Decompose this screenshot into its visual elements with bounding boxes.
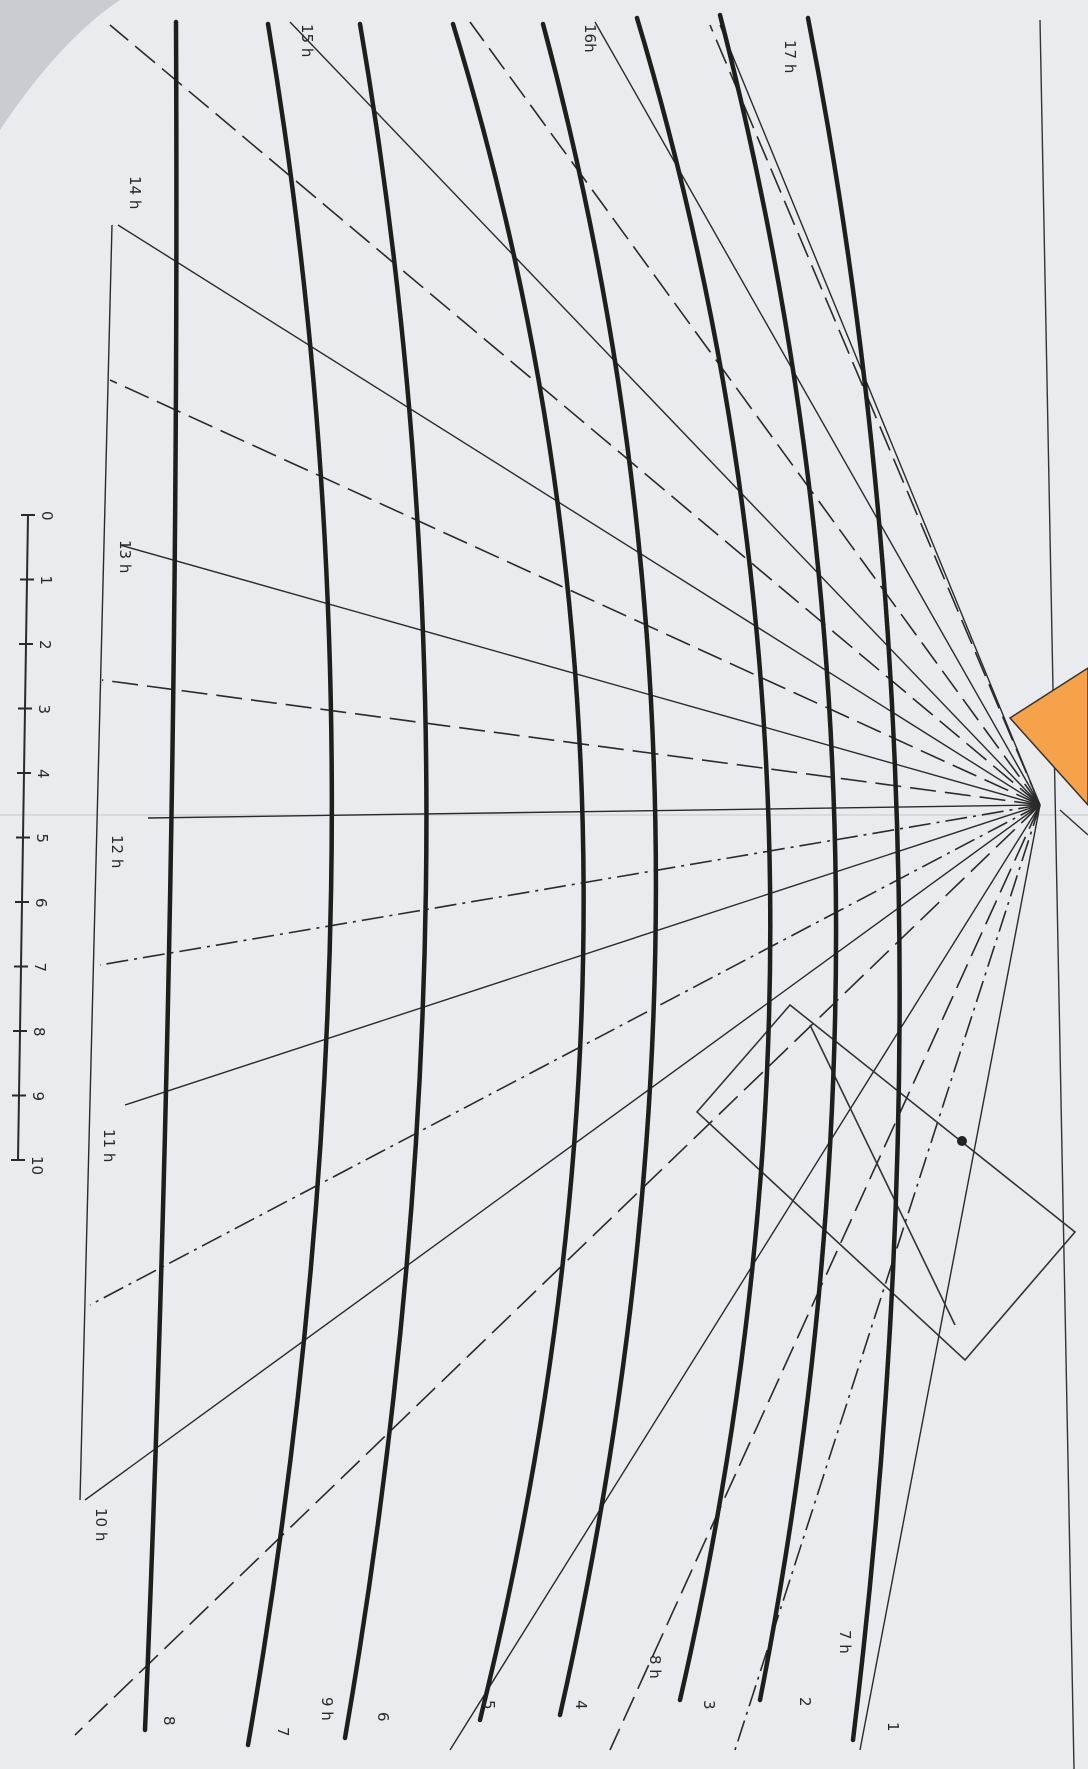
curve-5	[450, 21, 586, 1723]
ray-13h	[119, 544, 1041, 806]
hour-label-group: 17 h 16h 15 h 14 h 13 h 12 h 11 h 10 h 9…	[92, 24, 854, 1721]
scale-tick-label: 1	[37, 576, 55, 586]
curve-1	[805, 15, 902, 1743]
ray-14h-to-10h-link	[79, 224, 113, 1501]
curve-label-5: 5	[480, 1700, 498, 1710]
scale-tick-label: 2	[36, 640, 54, 650]
curve-label-1: 1	[884, 1722, 902, 1732]
ray-9h	[74, 804, 1041, 1736]
ray-16h-b	[469, 21, 1041, 806]
scale-tick-label: 5	[33, 834, 51, 844]
hour-label-14h: 14 h	[126, 176, 144, 209]
curve-8	[142, 19, 179, 1733]
scale-tick-label: 10	[28, 1156, 46, 1175]
scale-tick-label: 3	[35, 705, 53, 715]
paper-corner-shadow	[0, 0, 120, 130]
scale-tick-label: 0	[38, 511, 56, 521]
scale-bar: 0 1 2 3 4 5 6 7 8 9 10	[11, 511, 56, 1175]
ray-7h-b	[859, 804, 1041, 1751]
hour-label-13h: 13 h	[116, 540, 134, 573]
date-curves	[142, 12, 902, 1748]
curve-label-8: 8	[160, 1716, 178, 1726]
scale-tick-label: 6	[32, 898, 50, 908]
hour-label-12h: 12 h	[108, 835, 126, 868]
scale-tick-label: 8	[30, 1027, 48, 1037]
ray-11h-a	[99, 804, 1041, 966]
hour-label-16h: 16h	[581, 24, 599, 53]
ray-15h	[289, 21, 1041, 806]
ray-14h-b	[109, 379, 1041, 806]
scale-tick-label: 9	[29, 1092, 47, 1102]
ray-17h-b	[709, 24, 1041, 806]
gnomon-lower-edge	[1059, 809, 1088, 836]
frame-center-dot	[957, 1136, 967, 1146]
hour-label-15h: 15 h	[298, 24, 316, 57]
hour-label-10h: 10 h	[92, 1508, 110, 1541]
curve-4	[540, 21, 659, 1718]
ray-8h	[449, 804, 1041, 1751]
curve-6	[342, 21, 429, 1741]
curve-2	[717, 12, 839, 1703]
border-line	[1039, 19, 1075, 1769]
scale-tick-label: 7	[31, 963, 49, 973]
ray-10h	[84, 804, 1041, 1501]
ray-7h	[734, 804, 1041, 1751]
hour-label-17h: 17 h	[781, 40, 799, 73]
ray-8h-b	[609, 804, 1041, 1751]
ray-16h	[594, 21, 1041, 806]
ray-12h	[147, 804, 1041, 819]
hour-rays	[74, 21, 1041, 1751]
curve-label-4: 4	[572, 1700, 590, 1710]
ray-15h-b	[109, 24, 1041, 806]
hour-label-9h: 9 h	[318, 1697, 336, 1721]
frame-outline	[695, 1003, 1077, 1362]
hour-label-11h: 11 h	[100, 1129, 118, 1162]
hour-label-7h: 7 h	[836, 1630, 854, 1654]
scale-tick-label: 4	[34, 769, 52, 779]
curve-label-2: 2	[796, 1697, 814, 1707]
curve-label-group: 1 2 3 4 5 6 7 8	[160, 1697, 902, 1737]
ray-14h	[117, 224, 1041, 806]
curve-label-3: 3	[700, 1700, 718, 1710]
curve-3	[634, 15, 773, 1703]
curve-7	[245, 21, 335, 1748]
ray-17h	[719, 24, 1041, 806]
curve-label-6: 6	[374, 1712, 392, 1722]
gnomon-shape	[1008, 667, 1088, 807]
ray-10h-a	[89, 804, 1041, 1306]
curve-label-7: 7	[274, 1727, 292, 1737]
hour-label-8h: 8 h	[646, 1655, 664, 1679]
ray-13h-b	[101, 679, 1041, 806]
